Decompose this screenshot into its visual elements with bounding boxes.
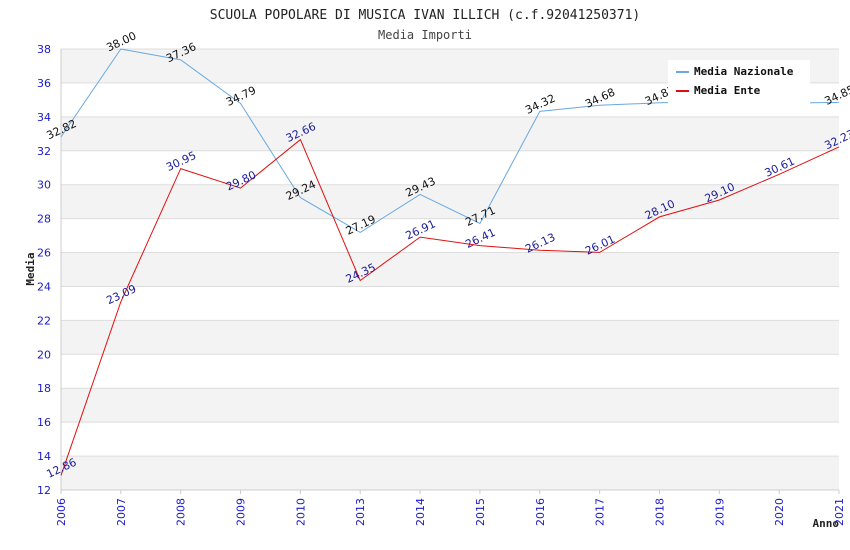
x-tick-label: 2015 — [474, 498, 487, 526]
x-axis-title: Anno — [813, 517, 840, 530]
data-label: 30.61 — [763, 155, 797, 180]
chart-title: SCUOLA POPOLARE DI MUSICA IVAN ILLICH (c… — [210, 8, 640, 23]
legend-label-media-ente: Media Ente — [694, 84, 761, 97]
grid-band — [61, 456, 839, 490]
x-tick-label: 2010 — [294, 498, 307, 526]
y-tick-label: 38 — [37, 43, 51, 56]
y-tick-label: 18 — [37, 382, 51, 395]
y-tick-labels: 12 14 16 18 20 22 24 26 28 30 32 34 36 38 — [37, 43, 51, 497]
data-label: 34.68 — [583, 86, 617, 111]
y-axis-title: Media — [24, 252, 37, 285]
y-tick-label: 36 — [37, 77, 51, 90]
grid-bands — [61, 49, 839, 490]
data-label: 26.41 — [463, 226, 497, 251]
y-tick-label: 16 — [37, 416, 51, 429]
x-tick-label: 2020 — [773, 498, 786, 526]
data-label: 34.85 — [822, 83, 850, 108]
x-tick-label: 2008 — [175, 498, 188, 526]
series-line-media-ente — [60, 138, 840, 476]
y-tick-label: 30 — [37, 179, 51, 192]
x-tick-label: 2007 — [115, 498, 128, 526]
x-tick-label: 2014 — [414, 498, 427, 526]
y-tick-label: 32 — [37, 145, 51, 158]
x-tick-label: 2017 — [594, 498, 607, 526]
grid-lines — [61, 48, 839, 491]
grid-band — [61, 320, 839, 355]
x-tick-labels: 2006 2007 2008 2009 2010 2013 2014 2015 2016 2017… — [55, 490, 846, 526]
data-label: 30.95 — [164, 149, 198, 174]
y-tick-label: 24 — [37, 280, 51, 293]
x-tick-label: 2013 — [354, 498, 367, 526]
data-label: 26.13 — [523, 231, 557, 256]
grid-band — [61, 184, 839, 219]
x-tick-label: 2021 — [833, 498, 846, 526]
legend-label-media-nazionale: Media Nazionale — [694, 65, 794, 78]
legend: Media Nazionale Media Ente — [668, 60, 810, 104]
y-tick-label: 26 — [37, 247, 51, 260]
legend-box — [668, 60, 810, 104]
x-tick-label: 2009 — [235, 498, 248, 526]
x-tick-label: 2016 — [534, 498, 547, 526]
grid-band — [61, 252, 839, 287]
x-tick-label: 2019 — [713, 498, 726, 526]
y-tick-label: 20 — [37, 348, 51, 361]
y-tick-label: 22 — [37, 314, 51, 327]
chart-subtitle: Media Importi — [378, 28, 472, 42]
axes — [60, 49, 839, 491]
data-label: 34.32 — [523, 92, 557, 117]
grid-band — [61, 116, 839, 151]
x-tick-label: 2006 — [55, 498, 68, 526]
y-tick-label: 28 — [37, 213, 51, 226]
y-tick-label: 12 — [37, 484, 51, 497]
y-tick-label: 14 — [37, 450, 51, 463]
x-tick-label: 2018 — [653, 498, 666, 526]
grid-band — [61, 388, 839, 423]
y-tick-label: 34 — [37, 111, 51, 124]
